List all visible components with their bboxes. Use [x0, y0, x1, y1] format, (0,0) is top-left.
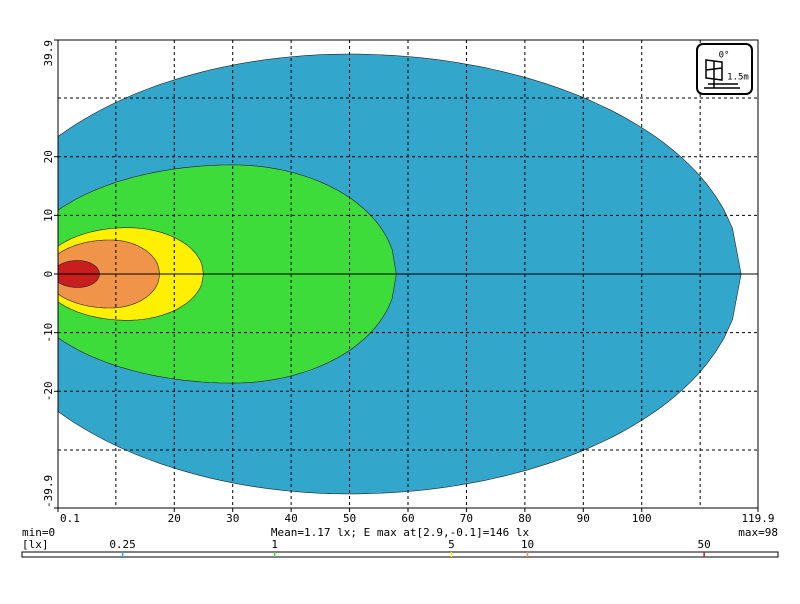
plot-area: [57, 40, 758, 508]
x-tick-label: 60: [401, 512, 414, 525]
scale-label: 50: [698, 538, 711, 551]
icon-height: 1.5m: [727, 73, 749, 83]
x-tick-label: 100: [632, 512, 652, 525]
summary: Mean=1.17 lx; E max at[2.9,-0.1]=146 lx: [271, 526, 530, 539]
view-icon: 0° 1.5m: [696, 43, 753, 95]
y-tick-label: 39.9: [42, 40, 55, 67]
x-tick-label: 50: [343, 512, 356, 525]
scale-unit: [lx]: [22, 538, 49, 551]
scale-label: 10: [521, 538, 534, 551]
x-tick-label: 0.1: [60, 512, 80, 525]
y-tick-label: 10: [42, 209, 55, 222]
x-tick-label: 40: [285, 512, 298, 525]
icon-frame: [696, 43, 753, 95]
y-tick-label: 0: [42, 271, 55, 278]
x-tick-label: 90: [577, 512, 590, 525]
y-tick-label: 20: [42, 150, 55, 163]
scale-label: 1: [271, 538, 278, 551]
scale-label: 0.25: [109, 538, 136, 551]
icon-angle: 0°: [719, 51, 730, 61]
scale-label: 5: [448, 538, 455, 551]
y-tick-label: -39.9: [42, 475, 55, 508]
scale-bar: [21, 551, 779, 558]
icon-drawing: [704, 59, 740, 89]
x-tick-label: 30: [226, 512, 239, 525]
x-tick-label: 119.9: [741, 512, 774, 525]
x-tick-label: 70: [460, 512, 473, 525]
y-tick-label: -10: [42, 323, 55, 343]
y-tick-label: -20: [42, 381, 55, 401]
max-label: max=98: [738, 526, 778, 539]
x-tick-label: 20: [168, 512, 181, 525]
min-label: min=0: [22, 526, 55, 539]
x-tick-label: 80: [518, 512, 531, 525]
